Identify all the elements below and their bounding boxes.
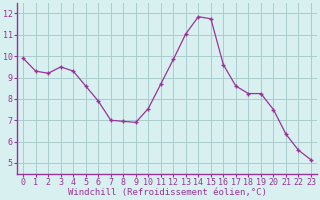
X-axis label: Windchill (Refroidissement éolien,°C): Windchill (Refroidissement éolien,°C) xyxy=(68,188,267,197)
